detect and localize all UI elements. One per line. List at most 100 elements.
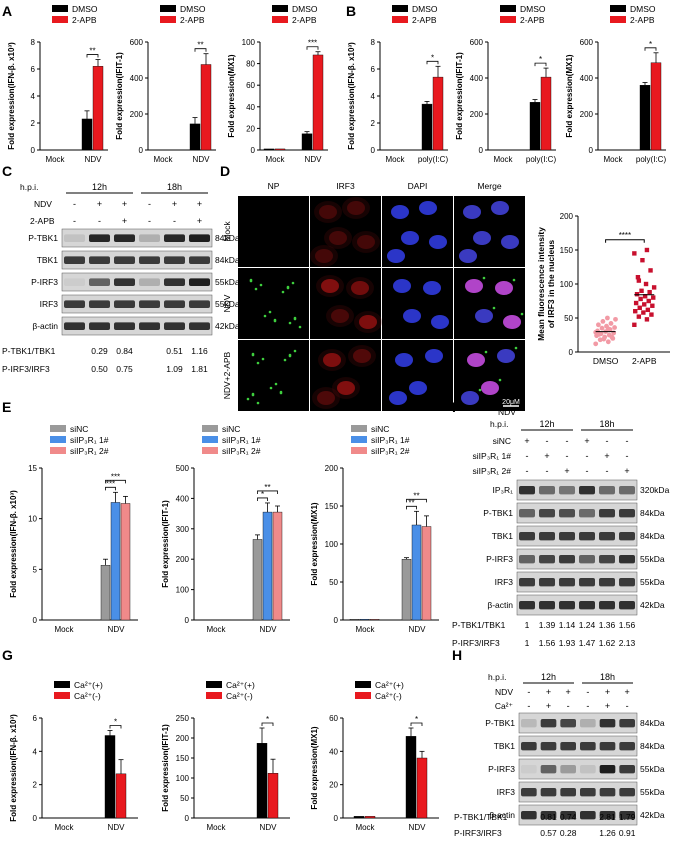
- y-tick-label: 200: [325, 464, 339, 473]
- x-tick-label: Mock: [355, 823, 375, 832]
- legend-swatch: [202, 447, 218, 454]
- ratio-value: 0.51: [166, 346, 183, 356]
- y-tick-label: 6: [371, 65, 376, 74]
- x-tick-label: NDV: [409, 823, 427, 832]
- y-tick-label: 60: [329, 714, 338, 723]
- ratio-value: 0.81: [540, 812, 557, 822]
- legend-swatch: [160, 16, 176, 23]
- treat-sign: -: [98, 216, 101, 226]
- blot-band: [114, 300, 135, 308]
- blot-band: [580, 765, 596, 773]
- x-tick-label: poly(I:C): [418, 155, 449, 164]
- y-tick-label: 8: [371, 38, 376, 47]
- legend-label: Ca²⁺(+): [74, 680, 103, 690]
- y-tick-label: 80: [246, 60, 255, 69]
- treat-sign: +: [197, 199, 202, 209]
- y-tick-label: 300: [176, 525, 190, 534]
- blot-band: [519, 532, 535, 540]
- sig-stars: *: [114, 718, 117, 727]
- x-tick-label: DMSO: [593, 356, 619, 366]
- scale-label: 20μM: [502, 399, 520, 406]
- blot-band: [541, 742, 557, 750]
- legend-label: DMSO: [72, 4, 98, 14]
- treat-sign: -: [73, 199, 76, 209]
- scatter-point: [637, 278, 641, 282]
- kda-label: 320kDa: [640, 485, 670, 495]
- blot-band: [139, 278, 160, 286]
- ratio-label: P-TBK1/TBK1: [2, 346, 56, 356]
- legend-swatch: [351, 447, 367, 454]
- micro-col-label: IRF3: [336, 181, 355, 191]
- x-tick-label: NDV: [108, 823, 126, 832]
- blot-band: [521, 742, 537, 750]
- y-axis-title: Fold expression(IFIT-1): [161, 500, 170, 588]
- treat-sign: -: [567, 701, 570, 711]
- treat-sign: +: [172, 199, 177, 209]
- blot-band: [89, 234, 110, 242]
- y-tick-label: 20: [329, 781, 338, 790]
- treat-sign: -: [527, 701, 530, 711]
- scatter-point: [610, 335, 615, 340]
- bar: [370, 619, 379, 620]
- blot-band: [189, 278, 210, 286]
- y-tick-label: 100: [176, 586, 190, 595]
- sig-stars: *: [266, 715, 269, 724]
- legend-label: Ca²⁺(-): [74, 691, 101, 701]
- legend-swatch: [50, 447, 66, 454]
- time-label: 18h: [600, 672, 615, 682]
- blot-band: [579, 509, 595, 517]
- y-tick-label: 600: [470, 38, 484, 47]
- legend-label: 2-APB: [72, 15, 97, 25]
- y-tick-label: 0: [33, 814, 38, 823]
- y-tick-label: 50: [180, 794, 189, 803]
- y-axis-title: Fold expression(IFN-β. x10³): [9, 714, 18, 822]
- treat-sign: +: [566, 687, 571, 697]
- treat-sign: +: [604, 451, 609, 461]
- ratio-value: 0.75: [116, 364, 133, 374]
- blot-band: [164, 322, 185, 330]
- ratio-value: 1.56: [619, 620, 636, 630]
- scatter-point: [638, 306, 642, 310]
- scatter-point: [646, 308, 650, 312]
- y-tick-label: 0: [569, 348, 574, 357]
- y-axis-title: Fold expression(IFIT-1): [115, 52, 124, 140]
- blot-band: [619, 788, 635, 796]
- y-tick-label: 0: [139, 146, 144, 155]
- bar: [263, 512, 272, 620]
- y-tick-label: 2: [33, 781, 38, 790]
- micro-col-label: Merge: [477, 181, 501, 191]
- x-tick-label: Mock: [153, 155, 173, 164]
- treat-sign: -: [148, 216, 151, 226]
- blot-band: [599, 601, 615, 609]
- panel-letter-e: E: [2, 399, 11, 415]
- bar: [257, 743, 267, 818]
- scatter-point: [609, 321, 614, 326]
- scatter-point: [648, 268, 652, 272]
- ratio-value: 2.13: [619, 638, 636, 648]
- y-tick-label: 100: [560, 280, 574, 289]
- y-tick-label: 0: [334, 814, 339, 823]
- blot-band: [89, 278, 110, 286]
- treat-sign: -: [626, 701, 629, 711]
- blot-band: [599, 486, 615, 494]
- legend-swatch: [202, 436, 218, 443]
- y-tick-label: 0: [33, 616, 38, 625]
- micro-row-label: NDV+2-APB: [222, 351, 232, 399]
- x-tick-label: NDV: [260, 823, 278, 832]
- blot-band: [559, 486, 575, 494]
- legend-label: siIP₃R₁ 1#: [222, 435, 261, 445]
- band-label: TBK1: [492, 531, 514, 541]
- x-tick-label: NDV: [193, 155, 211, 164]
- blot-band: [559, 532, 575, 540]
- y-axis-title: Fold expression(MX1): [310, 502, 319, 585]
- scatter-point: [645, 317, 649, 321]
- panel-letter-g: G: [2, 647, 13, 663]
- treat-sign: -: [148, 199, 151, 209]
- y-tick-label: 200: [580, 110, 594, 119]
